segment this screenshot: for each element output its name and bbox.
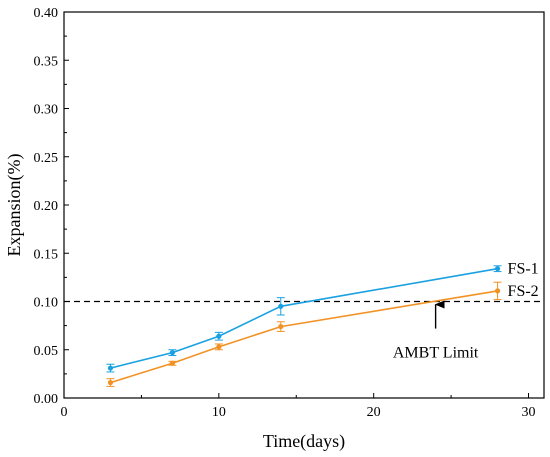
- x-tick-label: 20: [367, 405, 381, 420]
- data-point: [216, 333, 222, 339]
- x-tick-label: 0: [61, 405, 68, 420]
- y-tick-label: 0.05: [34, 344, 59, 359]
- y-axis-title: Expansion(%): [4, 154, 25, 257]
- data-point: [169, 350, 175, 356]
- data-point: [494, 266, 501, 272]
- series-line-fs-2: [110, 290, 498, 384]
- plot-layer: 0.00 0.05 0.10 0.15 0.20 0.25 0.30 0.35 0.40 0 10 2…: [34, 6, 544, 420]
- data-point: [278, 303, 284, 309]
- x-tick-label: 30: [522, 405, 536, 420]
- series-label-fs-1: FS-1: [508, 261, 539, 278]
- y-tick-label: 0.35: [34, 54, 59, 69]
- y-tick-label: 0.10: [34, 296, 59, 311]
- data-point: [278, 323, 284, 330]
- y-tick-label: 0.30: [34, 103, 59, 118]
- y-tick-label: 0.00: [34, 392, 59, 407]
- series-label-fs-2: FS-2: [508, 283, 539, 300]
- x-axis-title: Time(days): [263, 431, 345, 452]
- y-tick-label: 0.15: [34, 247, 59, 262]
- data-point: [494, 288, 501, 294]
- x-tick-label: 10: [212, 405, 226, 420]
- y-tick-label: 0.25: [34, 151, 59, 166]
- data-point: [216, 344, 222, 350]
- data-point: [169, 360, 175, 366]
- plot-frame: [63, 11, 545, 399]
- y-tick-label: 0.20: [34, 199, 59, 214]
- data-point: [107, 379, 114, 386]
- y-tick-label: 0.40: [34, 6, 59, 21]
- data-point: [107, 365, 114, 371]
- annotation-label: AMBT Limit: [393, 345, 479, 362]
